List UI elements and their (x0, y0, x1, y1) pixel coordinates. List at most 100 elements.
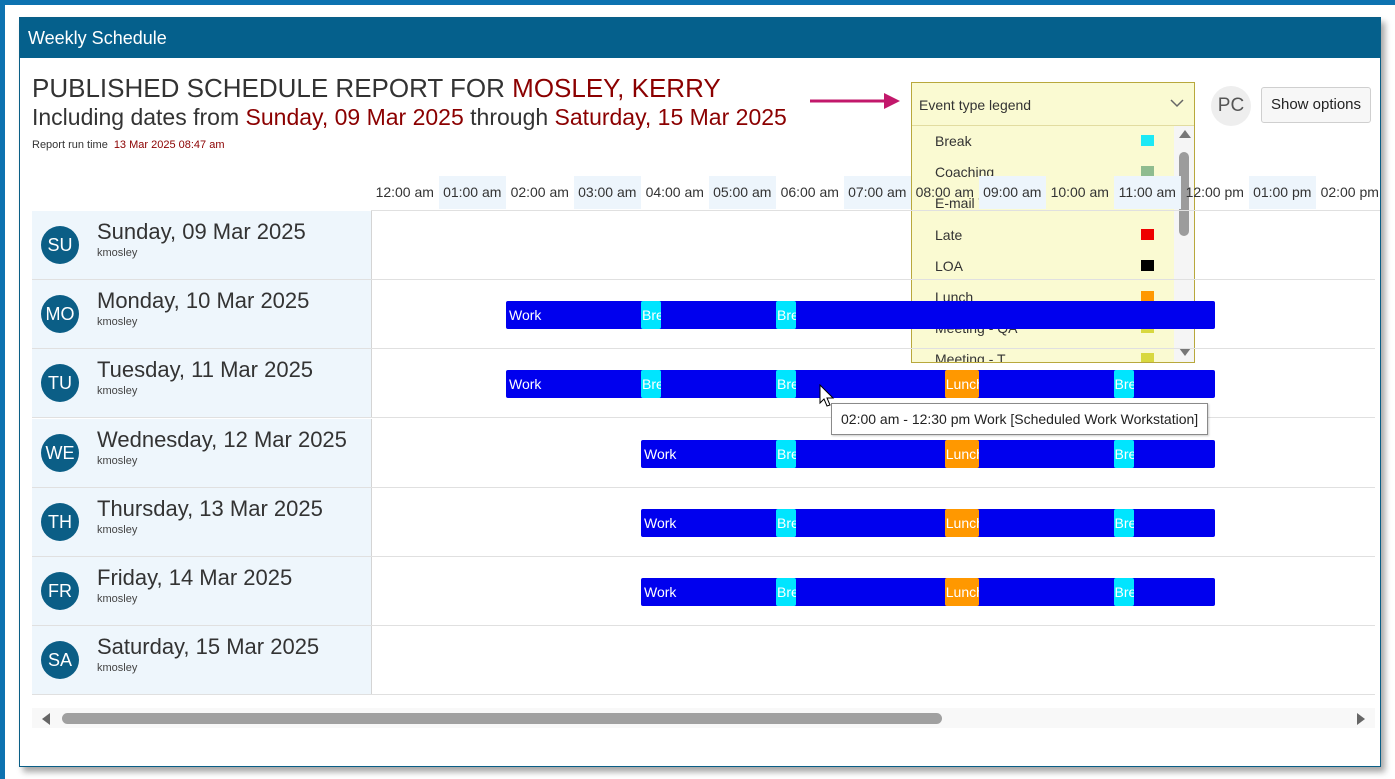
day-timeline-lane (371, 626, 1375, 694)
scroll-right-icon[interactable] (1357, 713, 1365, 725)
horizontal-scrollbar[interactable] (32, 708, 1375, 728)
day-label: SA Saturday, 15 Mar 2025 kmosley (32, 626, 372, 695)
break-segment[interactable]: Break (641, 301, 662, 330)
report-title: PUBLISHED SCHEDULE REPORT FOR MOSLEY, KE… (32, 73, 721, 104)
work-shift-label: Work (644, 584, 677, 600)
day-user: kmosley (97, 454, 138, 467)
break-segment[interactable]: Break (641, 370, 662, 399)
day-name: Tuesday, 11 Mar 2025 (97, 357, 314, 383)
day-avatar: TU (41, 364, 79, 403)
legend-item: LOA (912, 251, 1194, 282)
report-title-prefix: PUBLISHED SCHEDULE REPORT FOR (32, 73, 513, 103)
timeline-tick: 06:00 am (780, 184, 839, 200)
work-shift-bar[interactable]: Work Break Lunch Break (641, 439, 1215, 468)
break-segment[interactable]: Break (776, 370, 797, 399)
timeline-tick: 01:00 am (438, 176, 506, 209)
day-label: MO Monday, 10 Mar 2025 kmosley (32, 280, 372, 349)
timeline-tick: 09:00 am (978, 176, 1046, 209)
chevron-down-icon[interactable] (1170, 83, 1184, 140)
day-user: kmosley (97, 662, 138, 675)
legend-color-swatch (1141, 353, 1154, 362)
legend-color-swatch (1141, 290, 1154, 302)
scroll-down-icon[interactable] (1179, 348, 1191, 356)
report-run-time: Report run time 13 Mar 2025 08:47 am (32, 139, 225, 151)
day-label: TU Tuesday, 11 Mar 2025 kmosley (32, 349, 372, 418)
timeline-header: 12:00 am 01:00 am 02:00 am 03:00 am 04:00 am… (371, 176, 1380, 211)
legend-item-label: Late (935, 226, 963, 243)
legend-color-swatch (1141, 135, 1154, 146)
break-segment[interactable]: Break (1113, 508, 1134, 537)
report-date-range: Including dates from Sunday, 09 Mar 2025… (32, 104, 787, 131)
day-timeline-lane: Work Break Lunch Break (371, 557, 1375, 625)
day-name: Wednesday, 12 Mar 2025 (97, 426, 347, 452)
break-segment[interactable]: Break (776, 301, 797, 330)
work-shift-label: Work (509, 307, 542, 324)
day-label: FR Friday, 14 Mar 2025 kmosley (32, 557, 372, 625)
lunch-segment[interactable]: Lunch (944, 578, 979, 606)
scroll-up-icon[interactable] (1179, 130, 1191, 138)
work-shift-bar[interactable]: Work Break Lunch Break (641, 578, 1215, 606)
day-user: kmosley (97, 385, 138, 398)
timeline-tick: 11:00 am (1113, 176, 1181, 209)
day-row: FR Friday, 14 Mar 2025 kmosley Work Break Lun… (32, 557, 1375, 626)
dates-mid: through (463, 104, 555, 130)
shift-tooltip: 02:00 am - 12:30 pm Work [Scheduled Work… (831, 403, 1209, 435)
break-segment[interactable]: Break (776, 508, 797, 537)
date-from: Sunday, 09 Mar 2025 (245, 104, 464, 130)
work-shift-label: Work (644, 445, 677, 462)
work-shift-bar[interactable]: Work Break Break Lunch Break (506, 370, 1215, 399)
work-shift-bar[interactable]: Work Break Break (506, 301, 1215, 330)
employee-name: MOSLEY, KERRY (512, 73, 721, 103)
mouse-cursor-icon (819, 384, 835, 407)
legend-item-label: Meeting - T (935, 351, 1006, 362)
timeline-tick: 12:00 am (375, 184, 434, 200)
legend-color-swatch (1141, 228, 1154, 240)
day-row: WE Wednesday, 12 Mar 2025 kmosley Work Break… (32, 418, 1375, 488)
work-shift-label: Work (509, 376, 542, 393)
day-row: TU Tuesday, 11 Mar 2025 kmosley Work Break Br… (32, 349, 1375, 419)
day-user: kmosley (97, 523, 138, 536)
day-avatar: FR (41, 572, 79, 610)
legend-item-label: Lunch (935, 288, 974, 305)
day-timeline-lane: Work Break Break (371, 280, 1375, 348)
break-segment[interactable]: Break (776, 578, 797, 606)
timeline-tick: 04:00 am (645, 184, 704, 200)
legend-item: Meeting - T (912, 344, 1194, 362)
run-time-value: 13 Mar 2025 08:47 am (113, 139, 225, 151)
legend-header[interactable]: Event type legend (912, 83, 1194, 126)
lunch-segment[interactable]: Lunch (944, 439, 979, 468)
window-title: Weekly Schedule (20, 18, 1380, 58)
show-options-button[interactable]: Show options (1261, 87, 1371, 123)
work-shift-bar[interactable]: Work Break Lunch Break (641, 508, 1215, 537)
timeline-tick: 12:00 pm (1185, 184, 1244, 200)
day-name: Friday, 14 Mar 2025 (97, 565, 293, 590)
day-avatar: SA (41, 641, 79, 680)
day-name: Sunday, 09 Mar 2025 (97, 219, 306, 244)
timeline-tick: 08:00 am (915, 184, 974, 200)
day-label: TH Thursday, 13 Mar 2025 kmosley (32, 487, 372, 556)
scroll-left-icon[interactable] (42, 713, 50, 725)
day-row: SU Sunday, 09 Mar 2025 kmosley (32, 211, 1375, 280)
legend-item: Late (912, 220, 1194, 251)
lunch-segment[interactable]: Lunch (944, 508, 979, 537)
avatar[interactable]: PC (1211, 86, 1251, 126)
legend-title: Event type legend (919, 97, 1032, 113)
legend-scroll-thumb[interactable] (1179, 152, 1189, 236)
horizontal-scroll-thumb[interactable] (62, 713, 942, 724)
break-segment[interactable]: Break (776, 439, 797, 468)
break-segment[interactable]: Break (1113, 439, 1134, 468)
legend-color-swatch (1141, 259, 1154, 271)
date-to: Saturday, 15 Mar 2025 (554, 104, 787, 130)
break-segment[interactable]: Break (1113, 370, 1134, 399)
timeline-tick: 03:00 am (573, 176, 641, 209)
day-label: WE Wednesday, 12 Mar 2025 kmosley (32, 418, 372, 487)
day-user: kmosley (97, 593, 138, 605)
run-time-label: Report run time (32, 139, 108, 151)
timeline-tick: 05:00 am (708, 176, 776, 209)
timeline-tick: 02:00 am (510, 184, 569, 200)
break-segment[interactable]: Break (1113, 578, 1134, 606)
day-timeline-lane (371, 211, 1375, 279)
day-avatar: TH (41, 502, 79, 541)
outer-frame-left (0, 0, 5, 779)
lunch-segment[interactable]: Lunch (944, 370, 979, 399)
